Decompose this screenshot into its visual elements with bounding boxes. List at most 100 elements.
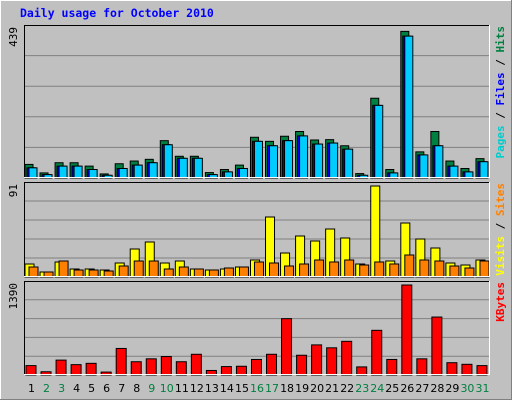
x-tick-label-day-5: 5 bbox=[88, 382, 95, 395]
bar-kbytes-day-25 bbox=[386, 358, 398, 376]
y-axis-max-label: 1390 bbox=[7, 283, 20, 310]
bar-sites-day-3 bbox=[58, 260, 69, 278]
x-tick-label-day-13: 13 bbox=[205, 382, 219, 395]
series-axis-label-part: / bbox=[494, 106, 507, 126]
x-tick-label-day-28: 28 bbox=[430, 382, 444, 395]
bar-pages-day-26 bbox=[404, 35, 414, 179]
bar-sites-day-20 bbox=[314, 259, 325, 278]
x-tick-label-day-24: 24 bbox=[370, 382, 384, 395]
bar-pages-day-18 bbox=[284, 140, 294, 179]
panel-pages-files-hits: 439 Pages / Files / Hits bbox=[7, 25, 507, 179]
bar-kbytes-day-31 bbox=[476, 365, 488, 376]
x-tick-label-day-22: 22 bbox=[340, 382, 354, 395]
bar-sites-day-30 bbox=[464, 267, 475, 278]
bar-sites-day-21 bbox=[329, 261, 340, 278]
x-tick-label-day-26: 26 bbox=[400, 382, 414, 395]
bar-sites-day-27 bbox=[419, 259, 430, 278]
bar-kbytes-day-8 bbox=[130, 361, 142, 376]
bar-sites-day-29 bbox=[449, 265, 460, 278]
x-tick-label-day-16: 16 bbox=[250, 382, 264, 395]
series-axis-label-part: Files bbox=[494, 72, 507, 105]
bar-sites-day-12 bbox=[193, 268, 204, 278]
x-axis-day-labels: 1 2 3 4 5 6 7 8 9 10 11 12 13 14 15 16 17 18 19 20 21 22 23 24 2… bbox=[28, 382, 489, 395]
bar-sites-day-13 bbox=[208, 269, 219, 278]
bar-kbytes-day-17 bbox=[266, 353, 278, 376]
bar-sites-day-24 bbox=[374, 261, 385, 278]
bar-pages-day-10 bbox=[163, 144, 173, 179]
bar-pages-day-21 bbox=[329, 142, 339, 179]
y-axis-max-label: 439 bbox=[7, 27, 20, 47]
series-axis-label-part: KBytes bbox=[494, 282, 507, 322]
x-tick-label-day-21: 21 bbox=[325, 382, 339, 395]
bar-pages-day-12 bbox=[193, 157, 203, 179]
bar-sites-day-9 bbox=[148, 260, 159, 278]
series-axis-label-part: / bbox=[494, 53, 507, 73]
panel-visits-sites: 91 Visits / Sites bbox=[7, 182, 507, 278]
bar-kbytes-day-18 bbox=[281, 318, 293, 376]
x-tick-label-day-20: 20 bbox=[310, 382, 324, 395]
bar-kbytes-day-20 bbox=[311, 344, 323, 376]
bar-kbytes-day-27 bbox=[416, 358, 428, 376]
x-tick-label-day-9: 9 bbox=[148, 382, 155, 395]
x-tick-label-day-17: 17 bbox=[265, 382, 279, 395]
chart-title: Daily usage for October 2010 bbox=[20, 6, 214, 20]
bar-kbytes-day-7 bbox=[115, 347, 127, 376]
bar-pages-day-15 bbox=[238, 167, 248, 179]
x-tick-label-day-29: 29 bbox=[445, 382, 459, 395]
bar-kbytes-day-24 bbox=[371, 329, 383, 376]
bar-sites-day-18 bbox=[284, 265, 295, 278]
bar-pages-day-9 bbox=[148, 162, 158, 179]
x-tick-label-day-6: 6 bbox=[103, 382, 110, 395]
bar-sites-day-4 bbox=[73, 269, 84, 278]
bar-sites-day-16 bbox=[253, 261, 264, 278]
bar-kbytes-day-26 bbox=[401, 284, 413, 376]
x-tick-label-day-14: 14 bbox=[220, 382, 234, 395]
x-tick-label-day-19: 19 bbox=[295, 382, 309, 395]
panel-kbytes: 1390 KBytes bbox=[7, 281, 507, 376]
x-tick-label-day-10: 10 bbox=[160, 382, 174, 395]
bar-kbytes-day-22 bbox=[341, 340, 353, 376]
x-tick-label-day-8: 8 bbox=[133, 382, 140, 395]
x-tick-label-day-2: 2 bbox=[43, 382, 50, 395]
x-tick-label-day-12: 12 bbox=[190, 382, 204, 395]
x-tick-label-day-31: 31 bbox=[475, 382, 489, 395]
x-tick-label-day-25: 25 bbox=[385, 382, 399, 395]
bar-sites-day-11 bbox=[178, 266, 189, 278]
bar-kbytes-day-23 bbox=[356, 366, 368, 376]
bar-pages-day-31 bbox=[479, 161, 489, 179]
y-axis-max-label: 91 bbox=[7, 184, 20, 197]
bar-pages-day-7 bbox=[118, 167, 128, 179]
series-axis-label-part: Visits bbox=[494, 236, 507, 276]
bar-sites-day-15 bbox=[238, 266, 249, 278]
bar-pages-day-1 bbox=[28, 167, 38, 179]
bar-kbytes-day-11 bbox=[175, 361, 187, 376]
bar-kbytes-day-1 bbox=[25, 365, 37, 376]
bar-pages-day-28 bbox=[434, 145, 444, 179]
x-tick-label-day-30: 30 bbox=[460, 382, 474, 395]
x-tick-label-day-1: 1 bbox=[28, 382, 35, 395]
series-axis-label-part: Sites bbox=[494, 183, 507, 216]
bar-kbytes-day-29 bbox=[446, 362, 458, 376]
bar-sites-day-28 bbox=[434, 260, 445, 278]
bar-sites-day-31 bbox=[479, 260, 490, 278]
x-tick-label-day-7: 7 bbox=[118, 382, 125, 395]
x-tick-label-day-23: 23 bbox=[355, 382, 369, 395]
bar-pages-day-8 bbox=[133, 164, 143, 179]
x-tick-label-day-15: 15 bbox=[235, 382, 249, 395]
bar-kbytes-day-5 bbox=[85, 362, 97, 376]
bar-kbytes-day-14 bbox=[220, 366, 232, 376]
bar-pages-day-19 bbox=[299, 135, 309, 179]
x-tick-label-day-27: 27 bbox=[415, 382, 429, 395]
bar-pages-day-17 bbox=[269, 145, 279, 179]
bar-pages-day-29 bbox=[449, 165, 459, 179]
bar-sites-day-1 bbox=[28, 266, 39, 278]
bar-pages-day-22 bbox=[344, 148, 354, 179]
bar-kbytes-day-15 bbox=[235, 365, 247, 376]
bar-sites-day-5 bbox=[88, 269, 99, 278]
x-tick-label-day-4: 4 bbox=[73, 382, 80, 395]
bar-kbytes-day-4 bbox=[70, 364, 82, 376]
series-axis-label-part: / bbox=[494, 216, 507, 236]
bar-kbytes-day-3 bbox=[55, 359, 67, 376]
series-axis-label: Pages / Files / Hits bbox=[494, 26, 507, 159]
